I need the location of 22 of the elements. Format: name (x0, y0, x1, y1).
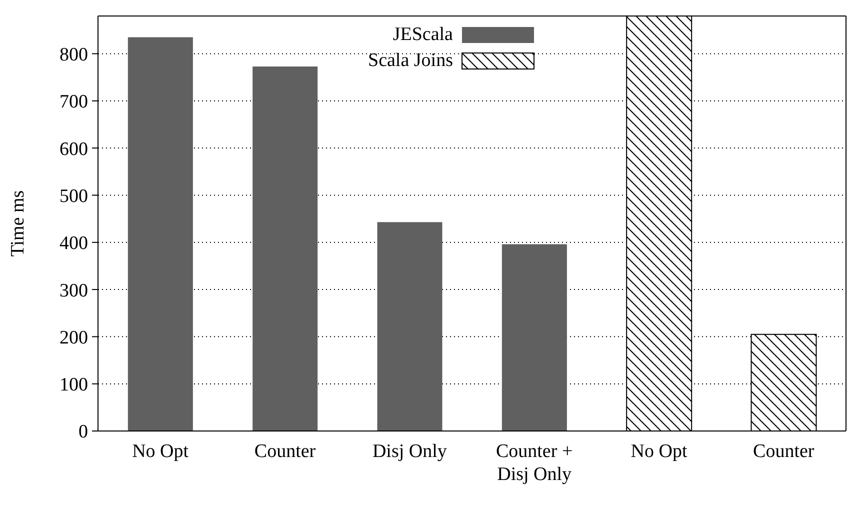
y-axis-title: Time ms (8, 190, 29, 257)
x-tick-label: Counter (254, 441, 316, 462)
legend-label: JEScala (392, 24, 453, 46)
x-tick-label: Counter (753, 441, 815, 462)
bar (128, 37, 193, 431)
x-tick-label: Counter + Disj Only (496, 441, 573, 485)
y-tick-label: 0 (78, 422, 88, 443)
y-tick-label: 100 (60, 374, 88, 396)
y-tick-label: 700 (60, 92, 88, 113)
bar (377, 222, 442, 431)
y-tick-label: 400 (60, 233, 88, 254)
x-tick-label: No Opt (132, 441, 190, 462)
bar (252, 66, 318, 431)
x-tick-label: Disj Only (372, 441, 448, 462)
y-tick-label: 300 (60, 280, 88, 302)
y-tick-label: 800 (60, 44, 88, 66)
y-tick-label: 600 (60, 138, 88, 160)
y-tick-label: 200 (60, 327, 88, 348)
bar (502, 244, 567, 431)
legend-label: Scala Joins (368, 50, 453, 72)
y-tick-label: 500 (60, 186, 88, 207)
x-tick-label: No Opt (630, 441, 688, 462)
